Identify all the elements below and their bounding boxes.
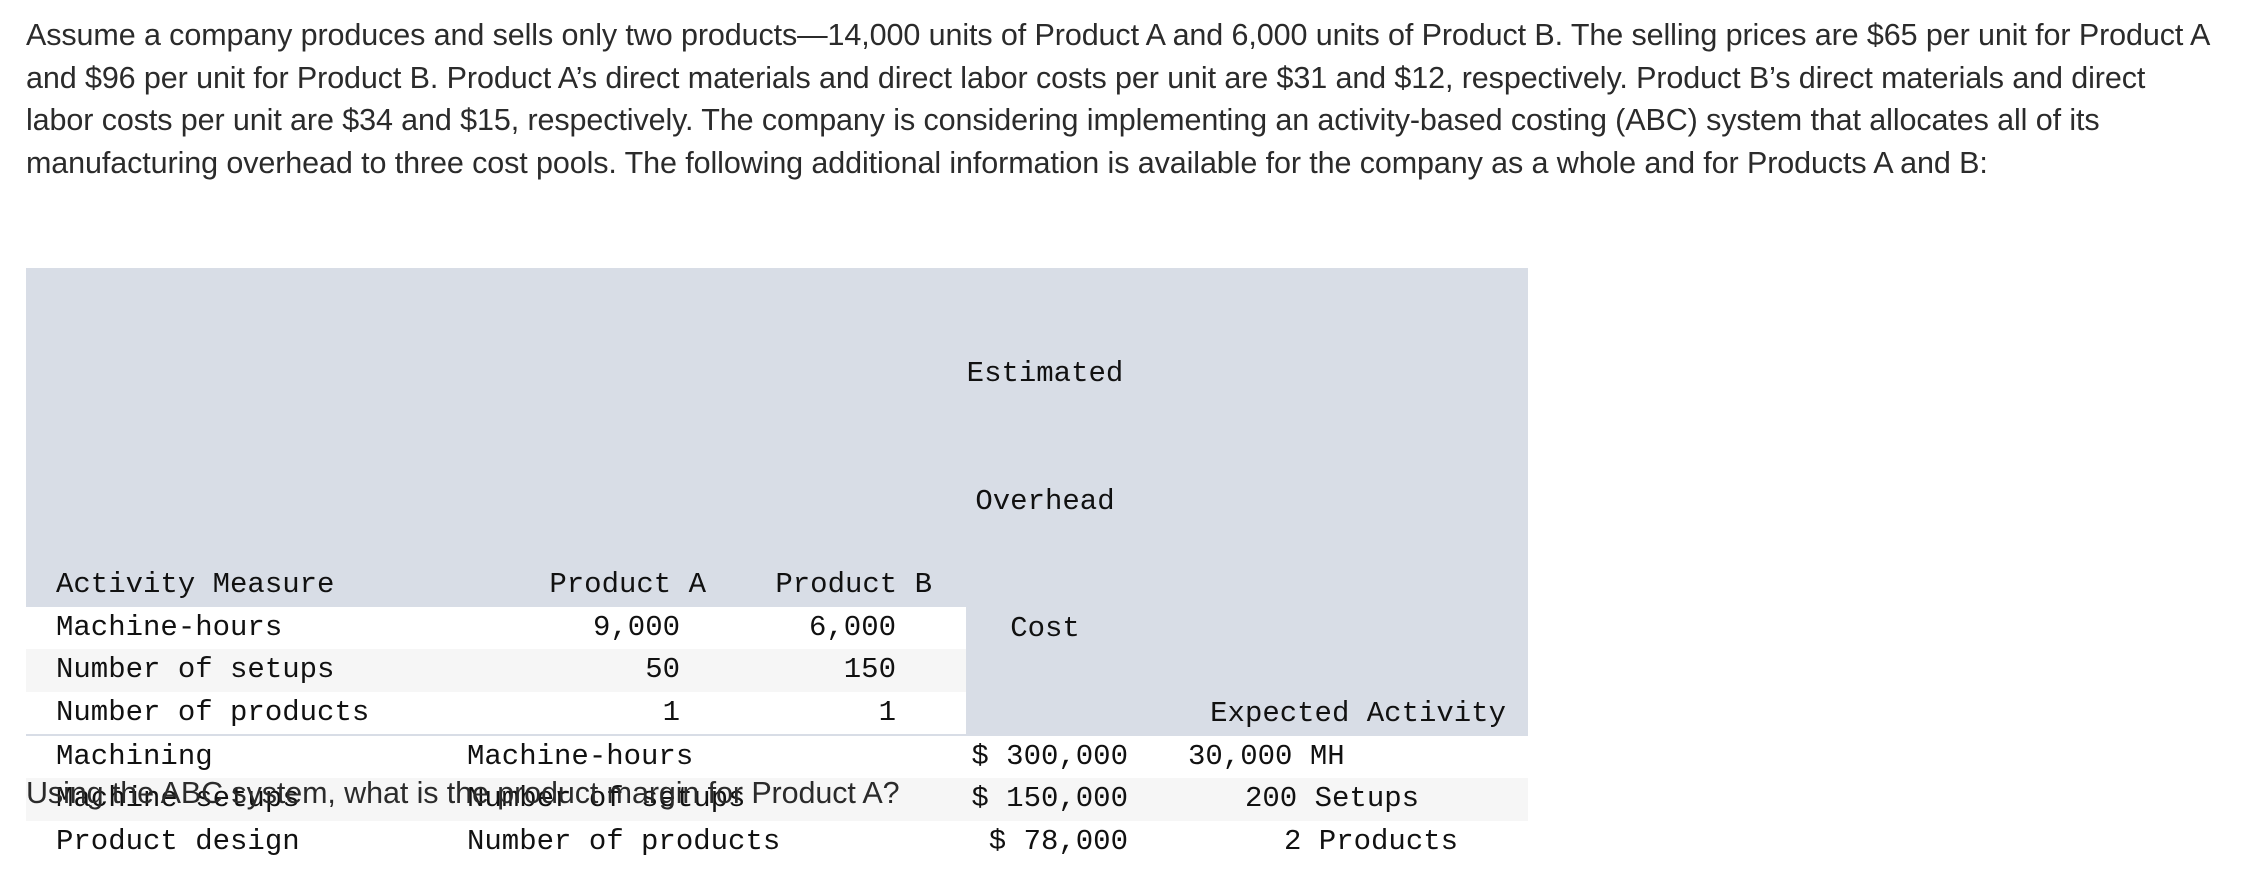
cell-product-b: 6,000 bbox=[808, 610, 896, 644]
product-activity-table: Activity Measure Product A Product B Mac… bbox=[26, 564, 966, 734]
header-product-b: Product B bbox=[775, 568, 932, 601]
problem-statement: Assume a company produces and sells only… bbox=[26, 18, 2209, 180]
cell-product-a: 50 bbox=[645, 653, 680, 686]
header-activity-cost-pool: Activity Cost Pool bbox=[56, 697, 370, 730]
cell-activity: 2 Products bbox=[1284, 824, 1459, 858]
cell-measure: Number of setups bbox=[56, 653, 335, 686]
cell-measure: Machine-hours bbox=[56, 610, 283, 644]
cell-product-b: 1 bbox=[878, 695, 896, 729]
header-estimated-overhead-cost: Estimated Overhead Cost bbox=[962, 268, 1128, 736]
table-row: Machine-hours 9,000 6,000 bbox=[26, 606, 966, 649]
cell-product-b: 150 bbox=[843, 653, 896, 686]
header-product-a: Product A bbox=[549, 568, 706, 601]
table-row: Number of products 1 1 bbox=[26, 691, 966, 734]
cell-pool: Product design bbox=[56, 824, 300, 858]
cell-measure: Number of setups bbox=[467, 782, 746, 815]
header-expected-activity: Expected Activity bbox=[1210, 697, 1506, 730]
header-activity-measure: Activity Measure bbox=[56, 568, 335, 601]
cell-activity: 200 Setups bbox=[1245, 782, 1420, 815]
header-activity-measure: Activity Measure bbox=[578, 697, 857, 730]
table-row: Product design Number of products $ 78,0… bbox=[26, 820, 1528, 863]
cell-measure: Machine-hours bbox=[467, 739, 694, 773]
cell-cost: $ 300,000 bbox=[971, 739, 1128, 773]
table-row: Machining Machine-hours $ 300,000 30,000… bbox=[26, 735, 1528, 778]
cell-pool: Machine setups bbox=[56, 782, 300, 815]
cell-measure: Number of products bbox=[56, 695, 370, 729]
table-row: Machine setups Number of setups $ 150,00… bbox=[26, 778, 1528, 821]
header-overhead-line-3: Cost bbox=[1010, 612, 1080, 645]
cell-measure: Number of products bbox=[467, 824, 781, 858]
cell-activity: 30,000 MH bbox=[1188, 739, 1345, 773]
cell-cost: $ 78,000 bbox=[988, 824, 1128, 858]
table-header-row: Activity Cost Pool Activity Measure Esti… bbox=[26, 268, 1528, 736]
activity-cost-pool-table: Activity Cost Pool Activity Measure Esti… bbox=[26, 268, 1528, 863]
question-prompt: Using the ABC system, what is the produc… bbox=[26, 776, 900, 810]
cell-product-a: 9,000 bbox=[592, 610, 680, 644]
header-overhead-line-1: Estimated bbox=[966, 357, 1124, 390]
table-row: Number of setups 50 150 bbox=[26, 649, 966, 692]
cell-product-a: 1 bbox=[662, 695, 680, 729]
table-header-row: Activity Measure Product A Product B bbox=[26, 564, 966, 607]
cell-pool: Machining bbox=[56, 739, 213, 773]
header-overhead-line-2: Overhead bbox=[975, 484, 1115, 518]
cell-cost: $ 150,000 bbox=[971, 782, 1128, 815]
